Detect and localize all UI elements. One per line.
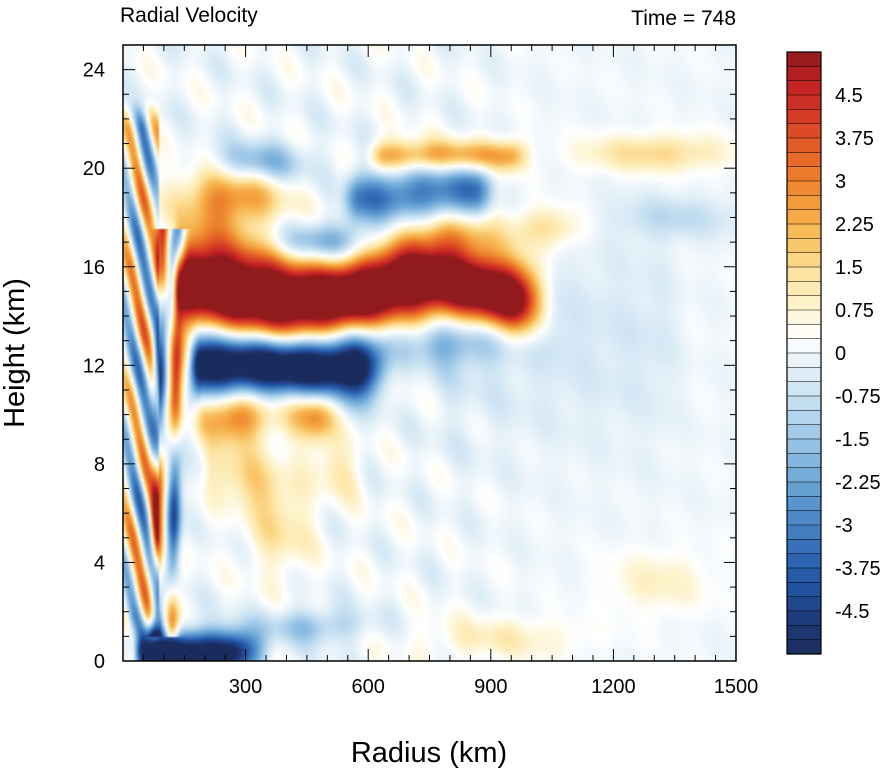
colorbar-label: 0.75 — [835, 300, 874, 322]
colorbar-bin — [786, 195, 822, 211]
colorbar-bin — [786, 639, 822, 655]
colorbar-label: 2.25 — [835, 214, 874, 236]
y-axis: 0 4 8 12 16 20 24 — [83, 60, 736, 673]
y-tick-label: 24 — [83, 60, 105, 82]
colorbar-bin — [786, 266, 822, 282]
colorbar-bin — [786, 539, 822, 555]
colorbar-bin — [786, 424, 822, 440]
colorbar-bin — [786, 281, 822, 297]
colorbar-bin — [786, 553, 822, 569]
colorbar-bin — [786, 338, 822, 354]
heatmap-field — [123, 45, 736, 661]
colorbar-bin — [786, 467, 822, 483]
colorbar-bin — [786, 252, 822, 268]
colorbar-bin — [786, 166, 822, 182]
colorbar-bin — [786, 453, 822, 469]
colorbar-bin — [786, 80, 822, 96]
colorbar-label: 1.5 — [835, 257, 863, 279]
y-axis-label: Height (km) — [0, 278, 31, 428]
colorbar-label: -1.5 — [835, 429, 869, 451]
colorbar-bin — [786, 610, 822, 626]
colorbar-label: -4.5 — [835, 601, 869, 623]
colorbar-bin — [786, 410, 822, 426]
colorbar-label: 0 — [835, 343, 846, 365]
colorbar-label: 3 — [835, 171, 846, 193]
x-tick-label: 1500 — [714, 676, 759, 698]
x-axis-label: Radius (km) — [351, 737, 507, 769]
x-tick-label: 600 — [352, 676, 385, 698]
colorbar-bin — [786, 209, 822, 225]
colorbar-bin — [786, 123, 822, 139]
colorbar-bin — [786, 180, 822, 196]
colorbar-label: -0.75 — [835, 386, 881, 408]
x-tick-label: 900 — [474, 676, 507, 698]
colorbar-label: -3 — [835, 515, 853, 537]
colorbar-bin — [786, 137, 822, 153]
colorbar-label: -2.25 — [835, 472, 881, 494]
colorbar-bin — [786, 324, 822, 340]
colorbar-frame — [786, 51, 822, 655]
colorbar-bin — [786, 238, 822, 254]
colorbar-bin — [786, 625, 822, 641]
colorbar-bin — [786, 438, 822, 454]
colorbar-label: 3.75 — [835, 128, 874, 150]
colorbar-bin — [786, 481, 822, 497]
y-tick-label: 8 — [94, 454, 105, 476]
y-tick-label: 0 — [94, 651, 105, 673]
colorbar-bin — [786, 496, 822, 512]
y-tick-label: 16 — [83, 257, 105, 279]
colorbar-bin — [786, 66, 822, 82]
chart-title: Radial Velocity — [120, 4, 258, 27]
time-label: Time = 748 — [631, 7, 736, 30]
x-axis: 300 600 900 1200 1500 — [142, 45, 759, 698]
colorbar-bin — [786, 109, 822, 125]
y-tick-label: 20 — [83, 158, 105, 180]
colorbar-bin — [786, 367, 822, 383]
y-tick-label: 12 — [83, 355, 105, 377]
colorbar-bin — [786, 510, 822, 526]
colorbar-bin — [786, 152, 822, 168]
x-tick-label: 300 — [229, 676, 262, 698]
colorbar-bin — [786, 295, 822, 311]
colorbar-bin — [786, 381, 822, 397]
colorbar-bin — [786, 596, 822, 612]
colorbar-bin — [786, 395, 822, 411]
colorbar-bin — [786, 582, 822, 598]
colorbar-bin — [786, 524, 822, 540]
colorbar-bin — [786, 352, 822, 368]
colorbar-bin — [786, 309, 822, 325]
colorbar-bin — [786, 223, 822, 239]
y-tick-label: 4 — [94, 552, 105, 574]
colorbar: 4.5 3.75 3 2.25 1.5 0.75 0 -0.75 -1.5 -2.25 -3 -3.7… — [786, 51, 881, 655]
colorbar-bin — [786, 94, 822, 110]
colorbar-bin — [786, 51, 822, 67]
x-tick-label: 1200 — [591, 676, 636, 698]
colorbar-bin — [786, 567, 822, 583]
colorbar-label: 4.5 — [835, 85, 863, 107]
colorbar-label: -3.75 — [835, 558, 881, 580]
